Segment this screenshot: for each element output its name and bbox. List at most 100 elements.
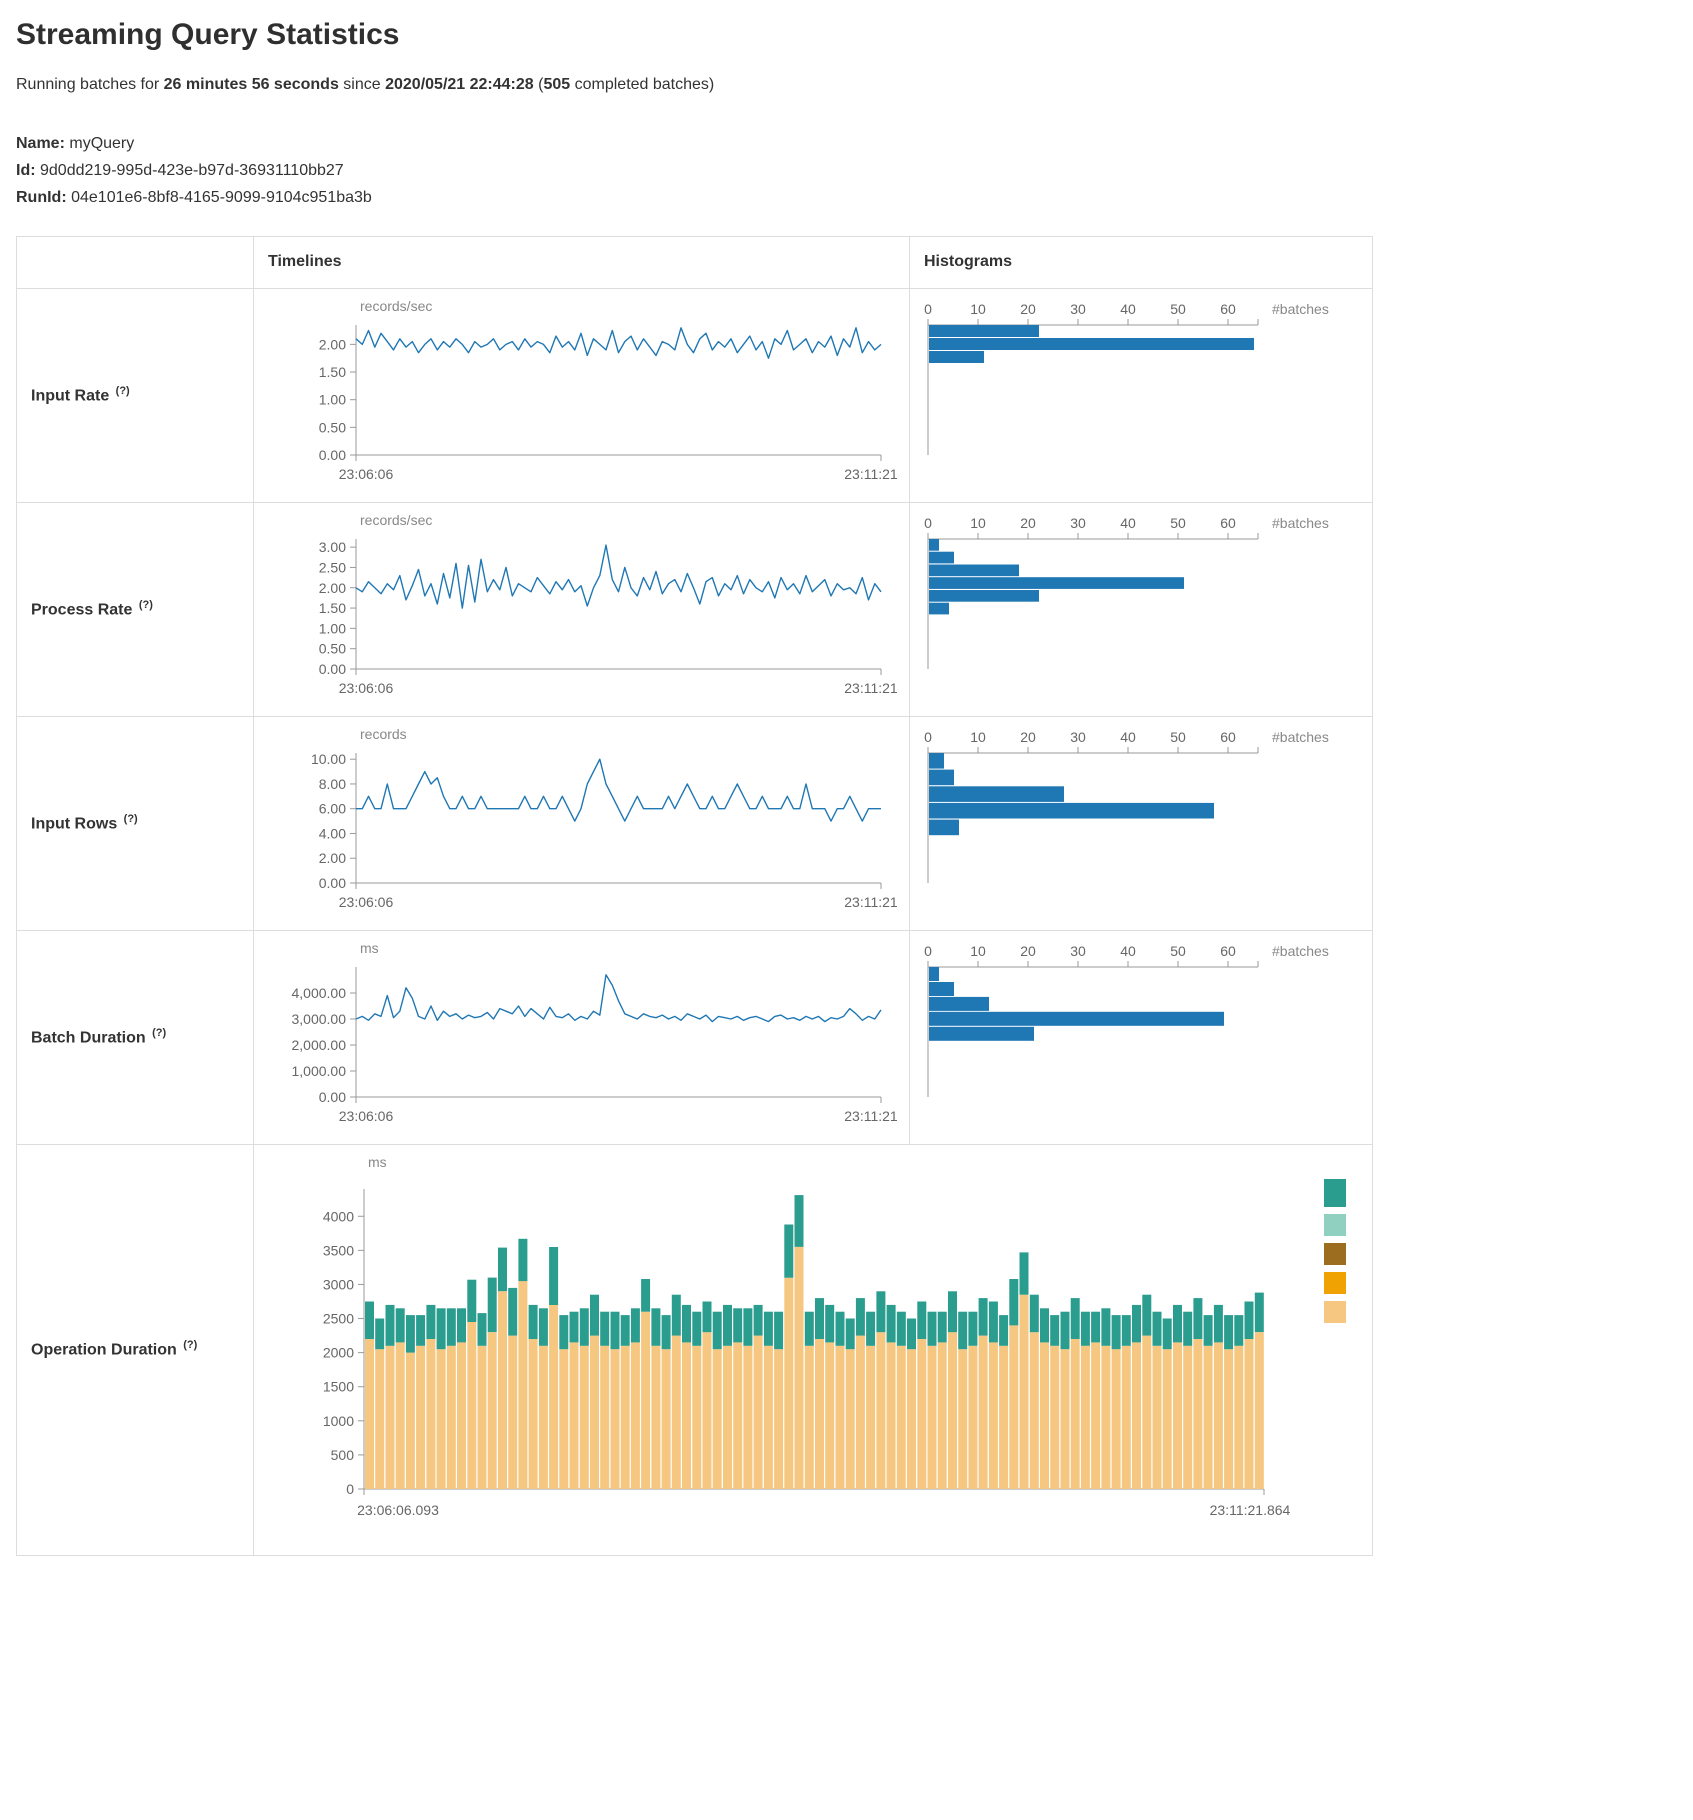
input-rate-help-icon[interactable]: (?) [115,384,130,397]
svg-text:10: 10 [970,515,986,531]
svg-text:50: 50 [1170,943,1186,959]
page-title: Streaming Query Statistics [16,18,400,51]
input-rows-histogram-cell: 0 10 20 30 40 50 60 #batches [909,715,1373,931]
svg-text:20: 20 [1020,515,1036,531]
svg-text:2.00: 2.00 [319,579,346,595]
running-prefix: Running batches for [16,76,160,93]
input-rate-histogram-cell: 0 10 20 30 40 50 60 #batches [909,287,1373,503]
legend-swatch [1324,1178,1346,1207]
svg-text:3500: 3500 [323,1242,354,1258]
svg-text:60: 60 [1220,943,1236,959]
svg-text:0: 0 [924,301,932,317]
svg-text:4000: 4000 [323,1208,354,1224]
svg-text:23:11:21: 23:11:21 [844,680,898,696]
query-name-line: Name: myQuery [16,130,1677,157]
svg-text:1500: 1500 [323,1378,354,1394]
svg-text:0.00: 0.00 [319,661,346,677]
svg-text:0: 0 [346,1481,354,1497]
svg-text:0: 0 [924,515,932,531]
statistics-table: Timelines Histograms Input Rate (?) reco… [16,235,1373,1556]
svg-text:6.00: 6.00 [319,800,346,816]
svg-text:50: 50 [1170,301,1186,317]
query-meta: Name: myQuery Id: 9d0dd219-995d-423e-b97… [16,130,1677,212]
operation-duration-label: Operation Duration [31,1341,177,1359]
svg-text:30: 30 [1070,943,1086,959]
query-id-line: Id: 9d0dd219-995d-423e-b97d-36931110bb27 [16,157,1677,184]
operation-duration-help-icon[interactable]: (?) [183,1339,198,1352]
svg-text:23:11:21: 23:11:21 [844,894,898,910]
svg-text:1.50: 1.50 [319,364,346,380]
input-rows-help-icon[interactable]: (?) [123,812,138,825]
input-rate-timeline-cell: records/sec 0.00 0.50 1.00 1.50 2.00 23:06:06 2… [253,287,910,503]
batch-duration-histogram-chart: 0 10 20 30 40 50 60 #batches [924,943,1329,1097]
svg-text:23:06:06.093: 23:06:06.093 [357,1502,439,1518]
input-rate-timeline-chart: records/sec 0.00 0.50 1.00 1.50 2.00 23:06:06 2… [319,298,898,482]
operation-duration-legend [1324,1178,1346,1330]
svg-text:2.00: 2.00 [319,336,346,352]
svg-text:records/sec: records/sec [360,298,432,314]
svg-text:50: 50 [1170,729,1186,745]
svg-text:60: 60 [1220,515,1236,531]
running-duration: 26 minutes 56 seconds [163,76,339,93]
svg-text:30: 30 [1070,729,1086,745]
id-value: 9d0dd219-995d-423e-b97d-36931110bb27 [40,162,344,180]
svg-text:10: 10 [970,301,986,317]
svg-text:30: 30 [1070,515,1086,531]
svg-text:2.00: 2.00 [319,850,346,866]
process-rate-help-icon[interactable]: (?) [138,598,153,611]
svg-text:1000: 1000 [323,1412,354,1428]
svg-text:1.50: 1.50 [319,600,346,616]
batch-duration-help-icon[interactable]: (?) [152,1026,167,1039]
corner-header [16,235,254,289]
svg-text:23:06:06: 23:06:06 [339,466,394,482]
name-label: Name: [16,135,65,152]
svg-text:0.50: 0.50 [319,419,346,435]
input-rate-label: Input Rate [31,387,110,405]
row-label-batch-duration: Batch Duration (?) [16,929,254,1145]
table-row-process-rate: Process Rate (?) records/sec 0.00 0.50 1.00… [16,501,1373,717]
operation-duration-cell: ms 0 500 1000 1500 2000 2500 3000 3500 4000 23:06:… [253,1143,1373,1556]
batch-duration-timeline-cell: ms 0.00 1,000.00 2,000.00 3,000.00 4,000.00 23… [253,929,910,1145]
svg-text:3,000.00: 3,000.00 [292,1011,347,1027]
svg-text:0: 0 [924,729,932,745]
svg-text:23:11:21.864: 23:11:21.864 [1210,1502,1291,1518]
svg-text:23:06:06: 23:06:06 [339,680,394,696]
row-label-process-rate: Process Rate (?) [16,501,254,717]
svg-text:0.00: 0.00 [319,447,346,463]
svg-text:40: 40 [1120,943,1136,959]
svg-text:3000: 3000 [323,1276,354,1292]
histograms-header: Histograms [909,235,1373,289]
svg-text:40: 40 [1120,729,1136,745]
svg-text:60: 60 [1220,301,1236,317]
svg-text:8.00: 8.00 [319,776,346,792]
svg-text:10: 10 [970,729,986,745]
legend-swatch [1324,1271,1346,1294]
svg-text:4.00: 4.00 [319,825,346,841]
runid-label: RunId: [16,189,67,207]
runid-value: 04e101e6-8bf8-4165-9099-9104c951ba3b [71,189,372,207]
svg-text:23:06:06: 23:06:06 [339,1108,394,1124]
svg-text:40: 40 [1120,515,1136,531]
svg-text:2,000.00: 2,000.00 [292,1037,347,1053]
svg-text:20: 20 [1020,943,1036,959]
svg-text:ms: ms [360,940,379,956]
since-word: since [343,76,381,93]
running-summary: Running batches for 26 minutes 56 second… [16,76,1677,94]
svg-text:#batches: #batches [1272,515,1329,531]
input-rows-timeline-cell: records 0.00 2.00 4.00 6.00 8.00 10.00 23:06:06… [253,715,910,931]
batches-suffix: completed batches) [570,76,715,93]
svg-text:2.50: 2.50 [319,559,346,575]
table-row-input-rate: Input Rate (?) records/sec 0.00 0.50 1.00 1.… [16,287,1373,503]
svg-text:1.00: 1.00 [319,391,346,407]
legend-swatch [1324,1242,1346,1265]
process-rate-timeline-cell: records/sec 0.00 0.50 1.00 1.50 2.00 2.50 3.00 2… [253,501,910,717]
svg-text:2000: 2000 [323,1344,354,1360]
input-rows-timeline-chart: records 0.00 2.00 4.00 6.00 8.00 10.00 23:06:06… [311,726,898,910]
streaming-query-statistics-page: Streaming Query Statistics Running batch… [16,18,1677,1556]
svg-text:10: 10 [970,943,986,959]
table-row-input-rows: Input Rows (?) records 0.00 2.00 4.00 6.00 8.… [16,715,1373,931]
process-rate-histogram-cell: 0 10 20 30 40 50 60 #batches [909,501,1373,717]
svg-text:2500: 2500 [323,1310,354,1326]
operation-duration-chart-wrap: ms 0 500 1000 1500 2000 2500 3000 3500 4000 23:06:… [256,1151,1370,1553]
svg-text:20: 20 [1020,301,1036,317]
